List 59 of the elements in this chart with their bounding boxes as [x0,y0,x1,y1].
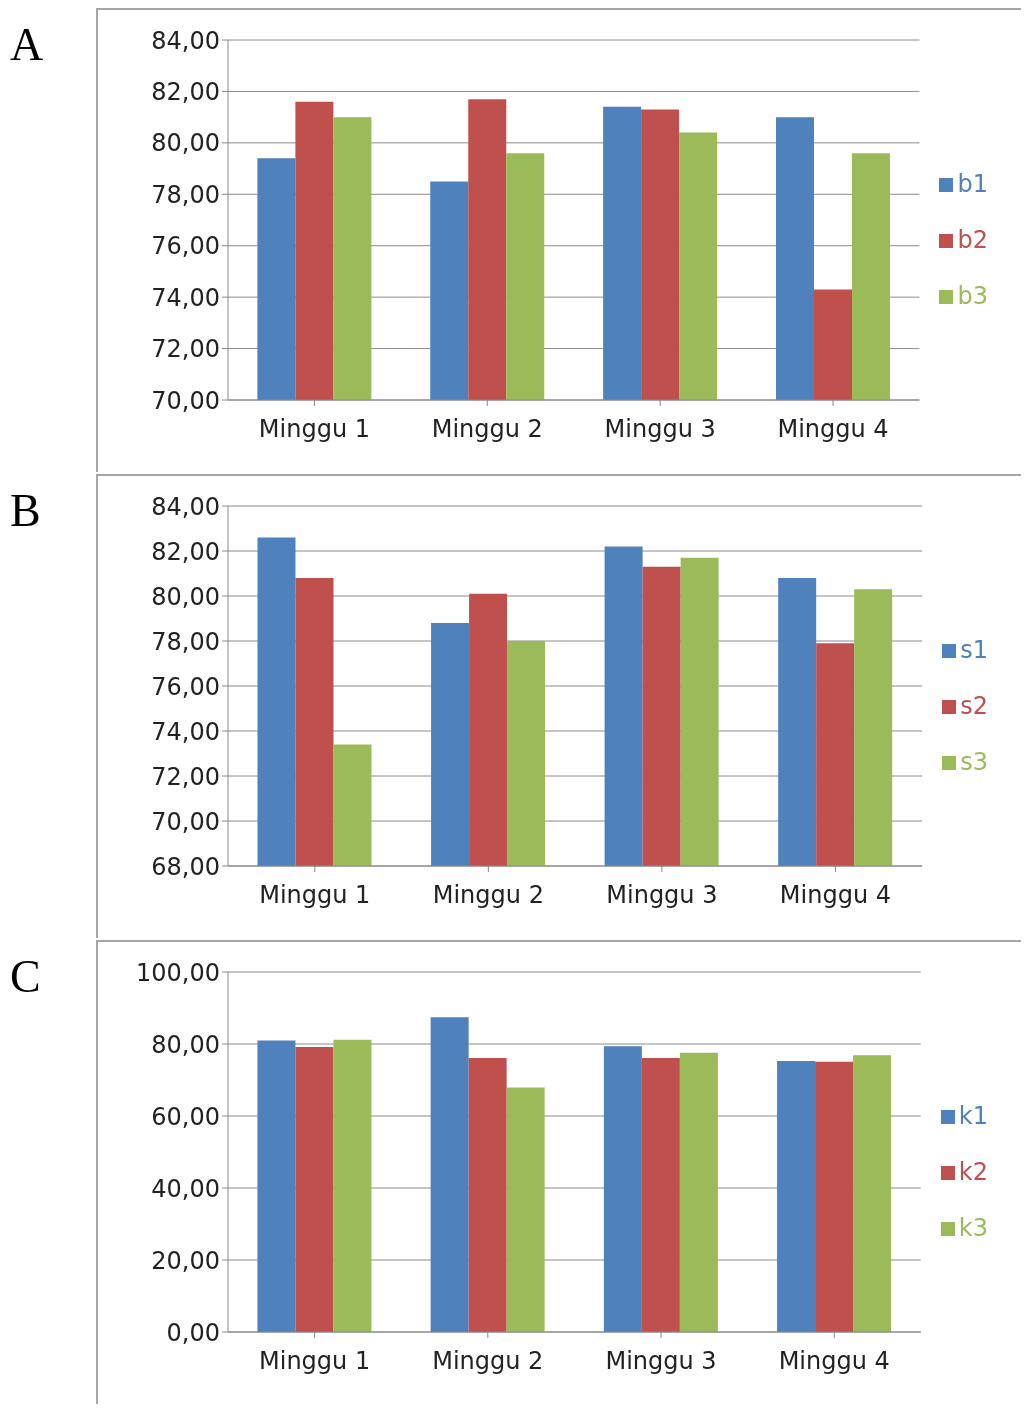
y-tick-label: 78,00 [151,627,220,656]
y-tick-label: 40,00 [151,1174,220,1203]
y-tick-label: 84,00 [151,492,220,521]
y-tick-label: 72,00 [151,762,220,791]
x-tick-label: Minggu 4 [779,881,892,910]
bar [333,1039,372,1332]
legend-label: b3 [957,282,988,310]
legend-label: s3 [960,748,988,776]
x-tick-label: Minggu 1 [259,881,371,910]
x-tick-label: Minggu 3 [605,1347,717,1376]
bar [430,1017,469,1332]
chart-title: C [10,950,41,1003]
bar [257,1040,296,1332]
bar [853,1055,892,1332]
bar [468,1058,507,1332]
bar [815,1061,854,1332]
y-tick-label: 100,00 [136,958,220,987]
y-tick-label: 60,00 [151,1102,220,1131]
y-tick-label: 74,00 [151,717,220,746]
bar [679,1052,718,1332]
y-tick-label: 80,00 [151,1030,220,1059]
x-tick-label: Minggu 2 [432,1347,544,1376]
y-tick-label: 82,00 [151,537,220,566]
y-tick-label: 80,00 [151,129,220,158]
x-tick-label: Minggu 1 [259,1347,371,1376]
x-tick-label: Minggu 4 [777,415,889,444]
legend-label: b2 [957,226,988,254]
bar [603,1046,642,1332]
y-tick-label: 70,00 [151,386,220,415]
y-tick-label: 80,00 [151,582,220,611]
y-tick-label: 20,00 [151,1246,220,1275]
x-tick-label: Minggu 2 [431,415,543,444]
legend-label: s1 [960,636,988,664]
x-tick-label: Minggu 2 [432,881,544,910]
y-tick-label: 78,00 [151,180,220,209]
bar [641,1058,680,1332]
x-tick-label: Minggu 1 [258,415,371,444]
y-tick-label: 74,00 [151,283,220,312]
bar [295,1046,334,1332]
legend-label: k2 [958,1158,988,1186]
chart-title: B [10,484,41,537]
legend-label: s2 [960,692,988,720]
y-tick-label: 84,00 [151,26,220,55]
bar [777,1060,816,1332]
y-tick-label: 72,00 [151,335,220,364]
y-tick-label: 76,00 [151,232,220,261]
x-tick-label: Minggu 3 [606,881,718,910]
x-tick-label: Minggu 3 [604,415,716,444]
bar [506,1087,545,1332]
legend-label: k1 [958,1102,988,1130]
y-tick-label: 82,00 [151,77,220,106]
legend-label: k3 [958,1214,988,1242]
legend-label: b1 [957,170,988,198]
y-tick-label: 0,00 [166,1318,220,1347]
chart-title: A [10,18,44,71]
y-tick-label: 68,00 [151,852,220,881]
y-tick-label: 70,00 [151,807,220,836]
y-tick-label: 76,00 [151,672,220,701]
x-tick-label: Minggu 4 [778,1347,890,1376]
